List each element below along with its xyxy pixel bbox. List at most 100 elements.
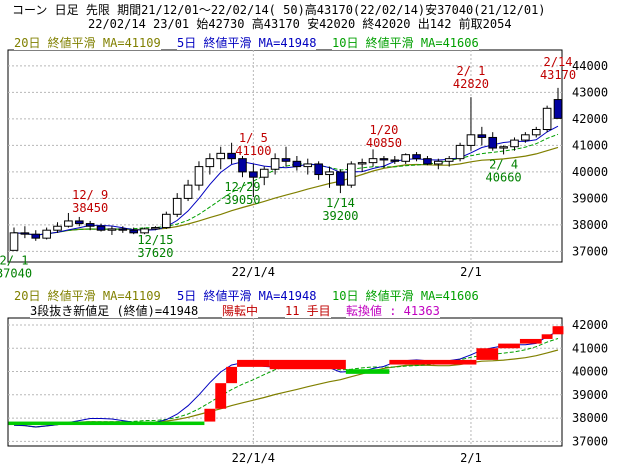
chart-header-line1: コーン 日足 先限 期間21/12/01～22/02/14( 50)高43170…	[12, 3, 546, 17]
low-value-label: 37040	[0, 266, 32, 280]
candle-body	[531, 129, 541, 136]
line-break-brick	[552, 326, 564, 335]
low-value-label: 39050	[224, 193, 260, 207]
y-tick-label: 38000	[572, 411, 608, 425]
low-date-label: 12/15	[137, 233, 173, 247]
low-date-label: 2/ 1	[0, 253, 28, 267]
legend2-ma10: 10日 終値平滑 MA=41606	[332, 289, 479, 303]
line-break-panel: 37000 38000 39000 40000 41000 42000 22/1/4 2/1	[7, 317, 608, 465]
low-value-label: 37620	[137, 246, 173, 260]
y-tick-label: 37000	[572, 244, 608, 258]
x-tick-label: 22/1/4	[232, 265, 275, 279]
lower-plot-frame	[7, 317, 563, 447]
legend-ma5: 5日 終値平滑 MA=41948	[177, 36, 317, 50]
candle-body	[259, 168, 269, 178]
high-value-label: 40850	[366, 136, 402, 150]
line-break-brick	[345, 369, 390, 374]
candle-body	[357, 162, 367, 165]
candle-body	[85, 223, 95, 227]
line-break-brick	[519, 338, 542, 344]
y-tick-label: 42000	[572, 112, 608, 126]
candle-body	[303, 163, 313, 168]
y-tick-label: 39000	[572, 191, 608, 205]
candle-body	[20, 232, 30, 235]
linebreak-step: 11 手目	[285, 304, 331, 318]
candle-body	[129, 229, 138, 234]
candle-body	[488, 136, 498, 149]
line-break-brick	[226, 366, 238, 384]
high-date-label: 2/ 1	[457, 64, 486, 78]
low-date-label: 2/ 4	[489, 157, 518, 171]
candle-body	[401, 154, 410, 162]
candle-body	[477, 134, 487, 138]
ma5-line	[13, 125, 559, 236]
linebreak-reversal: 転換値 : 41363	[346, 304, 440, 318]
line-break-brick	[476, 348, 499, 360]
legend2-ma5: 5日 終値平滑 MA=41948	[177, 289, 317, 303]
high-date-label: 2/14	[544, 55, 573, 69]
legend-ma20: 20日 終値平滑 MA=41109	[14, 36, 161, 50]
candle-body	[183, 184, 193, 199]
y-tick-label: 40000	[572, 165, 608, 179]
y-tick-label: 40000	[572, 365, 608, 379]
candle-body	[107, 228, 117, 231]
line-break-brick	[498, 343, 520, 349]
y-tick-label: 41000	[572, 341, 608, 355]
candle-body	[521, 134, 530, 141]
x-tick-label: 2/1	[460, 451, 482, 465]
high-date-label: 1/ 5	[239, 131, 268, 145]
candle-body	[510, 139, 519, 148]
candle-body	[205, 158, 215, 168]
y-tick-label: 43000	[572, 85, 608, 99]
candle-body	[466, 134, 476, 146]
candle-body	[292, 160, 302, 168]
candle-body	[172, 197, 182, 215]
candle-body	[53, 225, 62, 231]
candle-body	[434, 160, 443, 165]
candle-body	[238, 158, 247, 173]
low-value-label: 40660	[486, 170, 522, 184]
y-tick-label: 39000	[572, 388, 608, 402]
candle-body	[281, 158, 291, 162]
candle-body	[9, 232, 19, 251]
candle-body	[96, 225, 106, 231]
x-tick-label: 22/1/4	[232, 451, 275, 465]
candle-body	[162, 213, 171, 229]
candle-body	[423, 158, 432, 165]
candle-body	[227, 152, 236, 160]
low-date-label: 12/29	[224, 180, 260, 194]
candle-body	[379, 158, 389, 161]
line-break-brick	[215, 383, 227, 409]
high-date-label: 1/20	[369, 123, 398, 137]
y-tick-label: 44000	[572, 59, 608, 73]
candle-body	[412, 154, 421, 160]
candle-body	[31, 233, 41, 239]
low-date-label: 1/14	[326, 196, 355, 210]
line-break-brick	[269, 359, 346, 370]
candle-body	[314, 163, 323, 176]
candle-body	[216, 152, 226, 160]
linebreak-status: 陽転中	[222, 304, 259, 318]
linebreak-title: 3段抜き新値足 (終値)=41948	[30, 304, 199, 318]
y-tick-label: 41000	[572, 138, 608, 152]
high-value-label: 41100	[235, 144, 271, 158]
high-value-label: 42820	[453, 77, 489, 91]
candle-body	[42, 229, 51, 239]
chart-header-line2: 22/02/14 23/01 始42730 高43170 安42020 終420…	[88, 17, 512, 31]
candle-body	[270, 158, 280, 170]
candle-body	[249, 171, 258, 178]
line-break-brick	[541, 334, 553, 339]
candle-body	[140, 228, 149, 234]
candle-body	[194, 166, 204, 186]
candle-body	[390, 159, 400, 162]
high-value-label: 38450	[72, 201, 108, 215]
y-tick-label: 37000	[572, 434, 608, 448]
high-value-label: 43170	[540, 68, 576, 82]
candle-body	[444, 158, 454, 162]
x-tick-label: 2/1	[460, 265, 482, 279]
line-break-brick	[237, 359, 270, 367]
y-tick-label: 38000	[572, 218, 608, 232]
low-value-label: 39200	[322, 209, 358, 223]
candle-body	[325, 171, 334, 176]
